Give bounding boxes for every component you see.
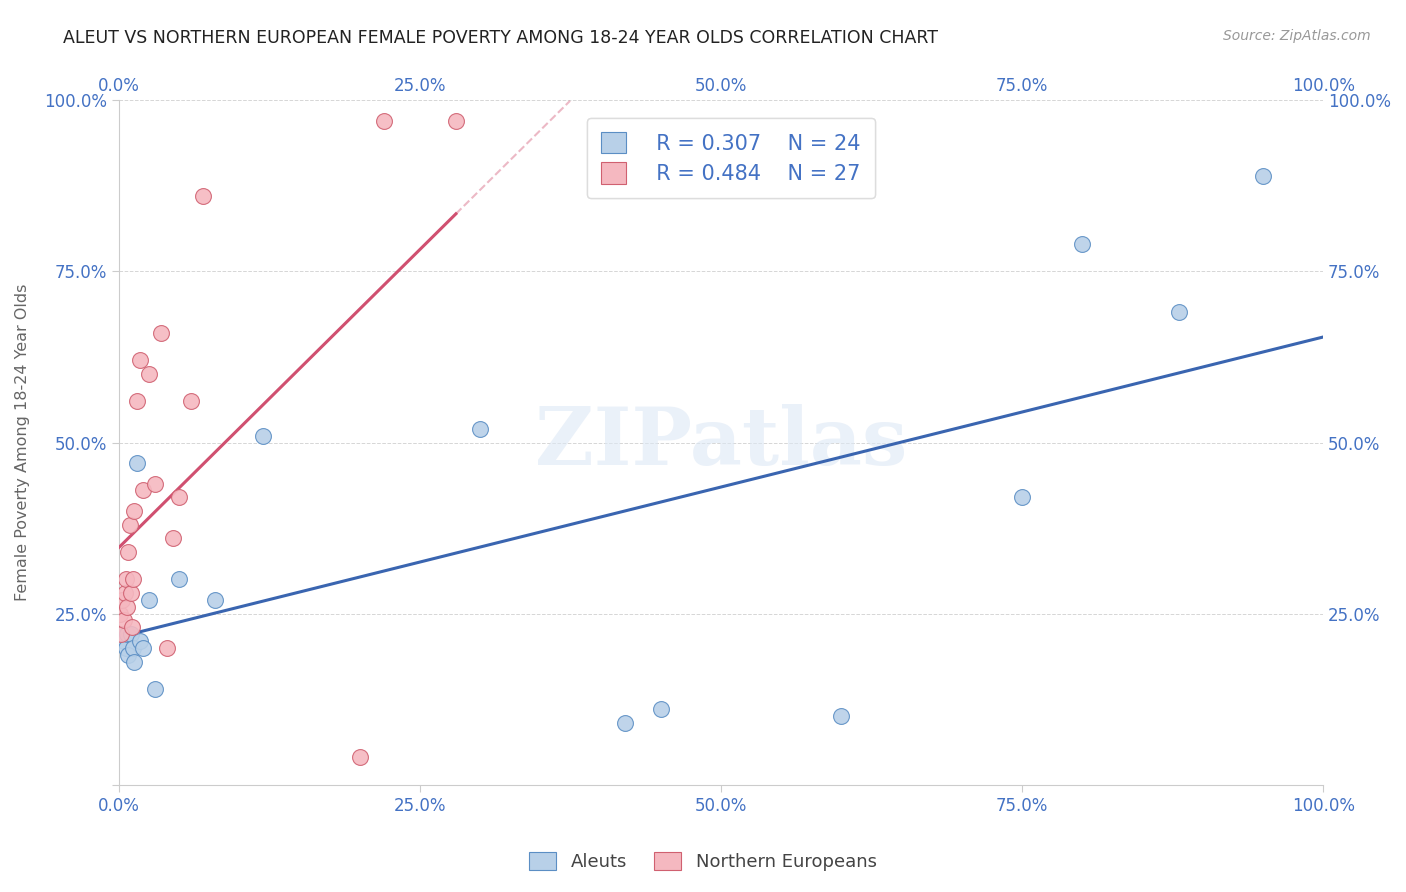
Point bbox=[124, 504, 146, 518]
Point bbox=[162, 532, 184, 546]
Point bbox=[204, 593, 226, 607]
Point bbox=[125, 456, 148, 470]
Point bbox=[132, 640, 155, 655]
Point bbox=[117, 648, 139, 662]
Point bbox=[1071, 237, 1094, 252]
Point bbox=[138, 367, 160, 381]
Legend:   R = 0.307    N = 24,   R = 0.484    N = 27: R = 0.307 N = 24, R = 0.484 N = 27 bbox=[586, 118, 875, 199]
Point bbox=[121, 620, 143, 634]
Point bbox=[830, 709, 852, 723]
Point bbox=[112, 634, 135, 648]
Point bbox=[122, 640, 145, 655]
Point bbox=[143, 681, 166, 696]
Point bbox=[112, 614, 135, 628]
Point bbox=[143, 476, 166, 491]
Text: ALEUT VS NORTHERN EUROPEAN FEMALE POVERTY AMONG 18-24 YEAR OLDS CORRELATION CHAR: ALEUT VS NORTHERN EUROPEAN FEMALE POVERT… bbox=[63, 29, 938, 47]
Point bbox=[129, 353, 152, 368]
Point bbox=[373, 113, 395, 128]
Point bbox=[115, 573, 138, 587]
Point bbox=[118, 517, 141, 532]
Point bbox=[120, 586, 142, 600]
Point bbox=[167, 573, 190, 587]
Legend: Aleuts, Northern Europeans: Aleuts, Northern Europeans bbox=[522, 845, 884, 879]
Point bbox=[252, 428, 274, 442]
Point bbox=[125, 394, 148, 409]
Point bbox=[149, 326, 172, 340]
Point bbox=[468, 422, 491, 436]
Point bbox=[115, 640, 138, 655]
Text: Source: ZipAtlas.com: Source: ZipAtlas.com bbox=[1223, 29, 1371, 44]
Point bbox=[132, 483, 155, 498]
Point bbox=[115, 627, 138, 641]
Point bbox=[129, 634, 152, 648]
Point bbox=[349, 750, 371, 764]
Point bbox=[108, 607, 131, 621]
Point bbox=[120, 627, 142, 641]
Point bbox=[110, 627, 132, 641]
Text: ZIPatlas: ZIPatlas bbox=[534, 403, 907, 482]
Point bbox=[114, 586, 136, 600]
Point bbox=[110, 627, 132, 641]
Point bbox=[180, 394, 202, 409]
Point bbox=[115, 599, 138, 614]
Point bbox=[613, 716, 636, 731]
Point bbox=[156, 640, 179, 655]
Point bbox=[1167, 305, 1189, 319]
Point bbox=[444, 113, 467, 128]
Point bbox=[1251, 169, 1274, 183]
Point bbox=[167, 490, 190, 504]
Point bbox=[138, 593, 160, 607]
Point bbox=[191, 189, 214, 203]
Point bbox=[1011, 490, 1033, 504]
Point bbox=[124, 655, 146, 669]
Point bbox=[117, 545, 139, 559]
Point bbox=[111, 593, 134, 607]
Y-axis label: Female Poverty Among 18-24 Year Olds: Female Poverty Among 18-24 Year Olds bbox=[15, 284, 30, 601]
Point bbox=[650, 702, 672, 716]
Point bbox=[122, 573, 145, 587]
